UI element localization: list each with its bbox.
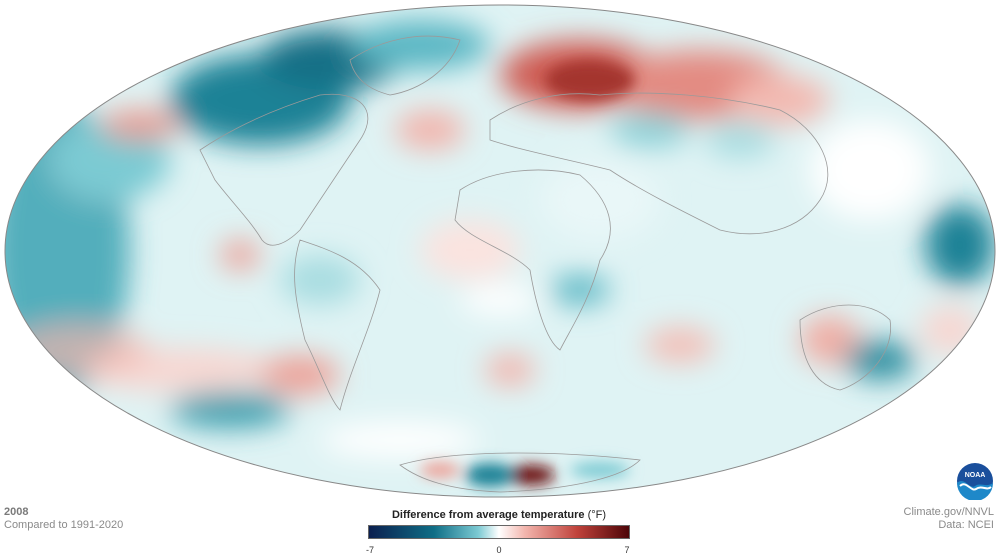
legend-min-label: -7 bbox=[365, 545, 375, 555]
globe-outline bbox=[4, 4, 996, 498]
legend-title: Difference from average temperature (°F) bbox=[368, 509, 630, 523]
legend-mid-label: 0 bbox=[496, 545, 502, 555]
legend-ticks: -7 0 7 bbox=[365, 544, 630, 556]
noaa-logo-icon: NOAA bbox=[956, 462, 994, 501]
legend-max-label: 7 bbox=[624, 545, 630, 555]
color-legend: Difference from average temperature (°F)… bbox=[365, 509, 630, 556]
map-caption: 2008 Compared to 1991-2020 bbox=[4, 506, 123, 532]
legend-unit: (°F) bbox=[587, 509, 607, 521]
credits: Climate.gov/NNVL Data: NCEI bbox=[904, 506, 994, 532]
year-label: 2008 bbox=[4, 506, 29, 518]
data-source-label: Data: NCEI bbox=[938, 519, 994, 531]
comparison-label: Compared to 1991-2020 bbox=[4, 519, 124, 531]
legend-title-text: Difference from average temperature bbox=[391, 509, 585, 521]
credit-label: Climate.gov/NNVL bbox=[903, 506, 994, 518]
legend-gradient-bar bbox=[368, 525, 630, 539]
noaa-logo-text: NOAA bbox=[965, 472, 986, 479]
coastlines bbox=[199, 35, 892, 493]
